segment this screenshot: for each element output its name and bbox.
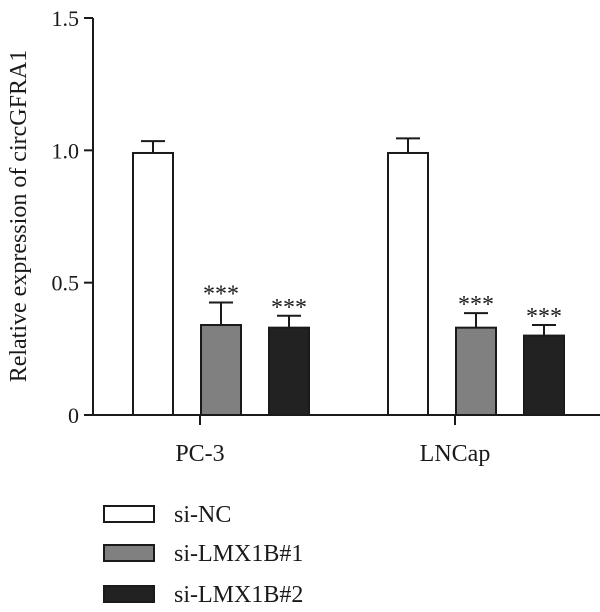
plot-area: 0 0.5 1.0 1.5 PC-3 LNCap *** *** *** *** bbox=[52, 6, 600, 467]
significance-label: *** bbox=[458, 292, 494, 318]
legend-swatch bbox=[103, 544, 155, 562]
significance-label: *** bbox=[203, 282, 239, 308]
x-category-label: LNCap bbox=[420, 441, 491, 467]
legend-label: si-LMX1B#1 bbox=[174, 541, 303, 567]
y-tick-label: 0.5 bbox=[52, 271, 80, 296]
y-tick-label: 1.5 bbox=[52, 6, 80, 31]
legend-label: si-LMX1B#2 bbox=[174, 582, 303, 608]
bar bbox=[455, 326, 497, 416]
bar bbox=[132, 151, 174, 416]
legend: si-NC si-LMX1B#1 si-LMX1B#2 bbox=[103, 502, 303, 608]
significance-label: *** bbox=[271, 295, 307, 321]
significance-label: *** bbox=[526, 304, 562, 330]
x-category-label: PC-3 bbox=[175, 441, 224, 467]
y-axis-title: Relative expression of circGFRA1 bbox=[6, 50, 32, 383]
legend-swatch bbox=[103, 505, 155, 523]
legend-label: si-NC bbox=[174, 502, 231, 528]
bar bbox=[387, 151, 429, 416]
bar bbox=[523, 334, 565, 417]
bar bbox=[268, 326, 310, 416]
y-tick-label: 0 bbox=[68, 403, 79, 428]
y-tick-label: 1.0 bbox=[52, 138, 80, 163]
bar bbox=[200, 324, 242, 416]
legend-swatch bbox=[103, 585, 155, 603]
